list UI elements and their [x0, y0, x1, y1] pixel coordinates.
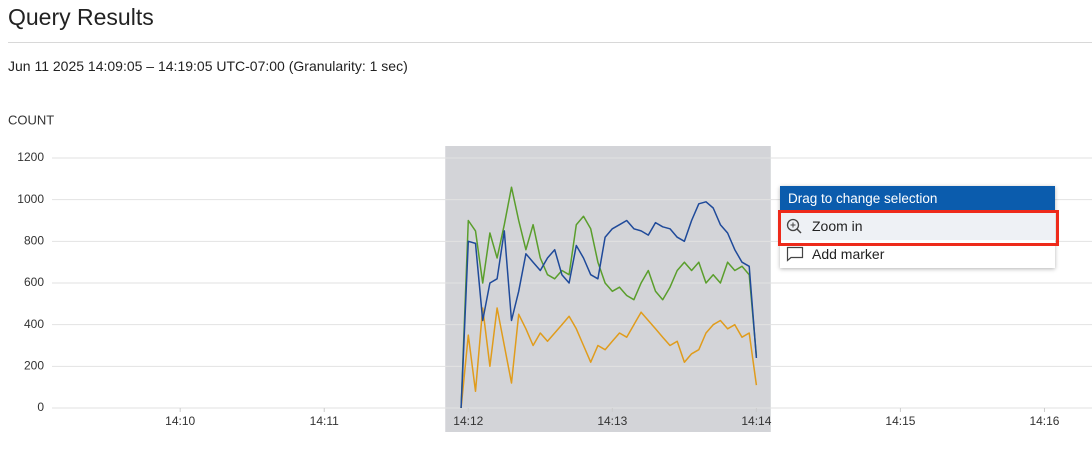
time-range: Jun 11 2025 14:09:05 – 14:19:05 UTC-07:0…	[8, 58, 408, 74]
menu-item-label: Add marker	[812, 246, 885, 262]
series-line	[460, 186, 758, 409]
highlight-box	[778, 210, 1059, 246]
menu-header: Drag to change selection	[780, 186, 1055, 212]
series-line	[460, 201, 758, 409]
x-tick-label: 14:12	[453, 414, 483, 428]
y-tick-label: 1000	[17, 192, 44, 206]
x-tick-label: 14:10	[165, 414, 195, 428]
x-tick-label: 14:13	[597, 414, 627, 428]
series-line	[460, 307, 758, 409]
divider	[8, 42, 1092, 43]
zoom-icon	[786, 218, 802, 234]
x-tick-label: 14:15	[885, 414, 915, 428]
add-marker-item[interactable]: Add marker	[780, 240, 1055, 268]
x-tick-label: 14:14	[741, 414, 771, 428]
menu-item-label: Zoom in	[812, 218, 863, 234]
x-tick-label: 14:11	[310, 414, 339, 428]
context-menu: Drag to change selection Zoom in Add mar…	[780, 186, 1055, 268]
y-tick-label: 0	[37, 400, 44, 414]
y-axis-label: COUNT	[8, 112, 54, 127]
y-tick-label: 800	[24, 234, 44, 248]
y-tick-label: 600	[24, 275, 44, 289]
y-tick-label: 400	[24, 317, 44, 331]
y-tick-label: 1200	[17, 150, 44, 164]
page-title: Query Results	[8, 4, 154, 30]
marker-icon	[786, 246, 804, 262]
x-tick-label: 14:16	[1029, 414, 1059, 428]
y-tick-label: 200	[24, 359, 44, 373]
zoom-in-item[interactable]: Zoom in	[780, 212, 1055, 240]
selection	[445, 146, 771, 432]
